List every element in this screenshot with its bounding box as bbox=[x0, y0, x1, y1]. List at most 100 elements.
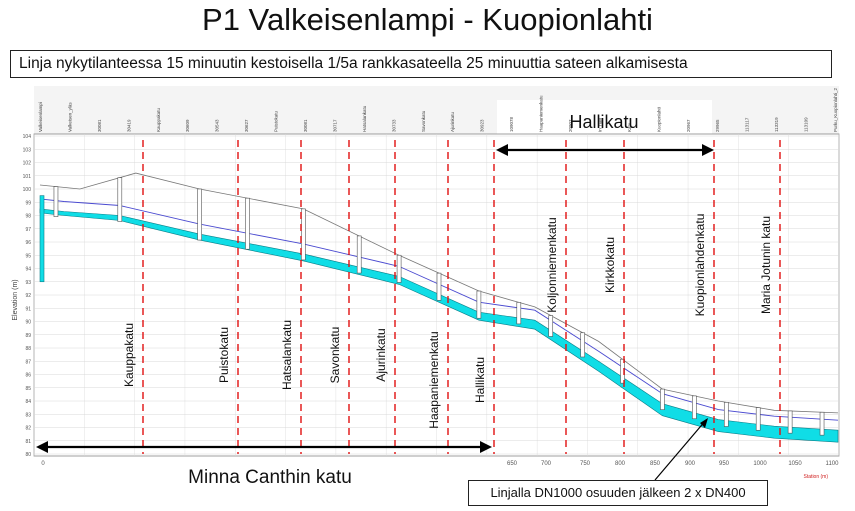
street-label: Hallikatu bbox=[473, 357, 487, 403]
x-tick-label: 850 bbox=[650, 461, 661, 467]
manhole bbox=[396, 254, 402, 283]
x-tick-label: 750 bbox=[580, 461, 591, 467]
node-label: 30081 bbox=[97, 119, 102, 132]
node-label: 20907 bbox=[568, 119, 573, 132]
start-column bbox=[39, 195, 45, 283]
x-tick-label: 700 bbox=[541, 461, 552, 467]
y-tick-label: 100 bbox=[23, 187, 32, 193]
node-label: Kauppakatu bbox=[156, 107, 161, 132]
street-label: Puistokatu bbox=[217, 327, 231, 383]
manhole bbox=[580, 332, 585, 358]
y-tick-label: 94 bbox=[25, 267, 31, 273]
y-axis-label: Elevation (m) bbox=[12, 279, 19, 320]
y-tick-label: 91 bbox=[25, 306, 31, 312]
y-tick-label: 103 bbox=[23, 147, 32, 153]
manhole bbox=[660, 388, 665, 410]
street-label: Koljonniemenkatu bbox=[545, 217, 559, 312]
street-label: Savonkatu bbox=[328, 327, 342, 384]
node-label: Puistokatu bbox=[274, 110, 279, 132]
node-label: 30733 bbox=[391, 119, 396, 132]
node-label: Valkeisen_yläs bbox=[67, 102, 72, 132]
manhole bbox=[356, 235, 362, 274]
manholes bbox=[39, 177, 825, 436]
y-tick-labels: 104 103 102 101 100 99 98 97 96 95 94 93 92 91 90 89 88 8… bbox=[23, 134, 32, 458]
manhole bbox=[245, 197, 250, 250]
y-tick-label: 88 bbox=[25, 346, 31, 352]
manhole bbox=[301, 208, 306, 261]
y-tick-label: 86 bbox=[25, 373, 31, 379]
y-tick-label: 93 bbox=[25, 280, 31, 286]
manhole bbox=[436, 272, 442, 301]
node-label: 30627 bbox=[244, 119, 249, 132]
y-tick-label: 104 bbox=[23, 134, 32, 140]
y-tick-label: 81 bbox=[25, 439, 31, 445]
label-band-gap bbox=[497, 100, 712, 134]
y-tick-label: 83 bbox=[25, 412, 31, 418]
y-tick-label: 92 bbox=[25, 293, 31, 299]
y-tick-label: 102 bbox=[23, 161, 32, 167]
manhole bbox=[787, 410, 793, 434]
note-pointer-arrow-icon bbox=[700, 418, 708, 428]
subtitle-box: Linja nykytilanteessa 15 minuutin kestoi… bbox=[10, 50, 832, 78]
manhole bbox=[819, 411, 825, 436]
manhole bbox=[723, 402, 729, 427]
street-label: Haapaniemenkatu bbox=[427, 331, 441, 428]
y-tick-label: 97 bbox=[25, 227, 31, 233]
x-tick-label: 1050 bbox=[788, 461, 802, 467]
manhole bbox=[516, 302, 522, 325]
y-tick-label: 85 bbox=[25, 386, 31, 392]
minna-arrow-left-icon bbox=[36, 441, 48, 453]
halli-arrow-right-icon bbox=[702, 144, 714, 156]
street-label: Ajurinkatu bbox=[374, 328, 388, 381]
manhole bbox=[755, 407, 761, 431]
node-label: Savonkatu bbox=[421, 110, 426, 132]
x-tick-label: 950 bbox=[719, 461, 730, 467]
note-pointer bbox=[654, 419, 707, 481]
street-label: Maria Jotunin katu bbox=[759, 216, 773, 314]
halli-arrow-left-icon bbox=[496, 144, 508, 156]
street-label: Hatsalankatu bbox=[280, 320, 294, 390]
x-tick-labels: 0 650 700 750 800 850 900 950 1000 1050 1100 bbox=[41, 461, 839, 467]
y-tick-label: 99 bbox=[25, 200, 31, 206]
y-tick-label: 90 bbox=[25, 320, 31, 326]
node-label: 30081 bbox=[303, 119, 308, 132]
minna-label-bg bbox=[180, 462, 360, 488]
node-label: In_halli bbox=[597, 118, 602, 132]
node-label: 113319 bbox=[774, 117, 779, 132]
node-label: 30717 bbox=[332, 119, 337, 132]
x-tick-label: 0 bbox=[41, 461, 45, 467]
manhole bbox=[476, 290, 482, 319]
halli-span-label: Hallikatu bbox=[569, 112, 638, 132]
manhole bbox=[692, 395, 697, 420]
node-label: 30419 bbox=[126, 119, 131, 132]
node-label: Valkeisenlampi bbox=[38, 102, 43, 132]
y-tick-label: 101 bbox=[23, 174, 32, 180]
street-label: Kirkkokatu bbox=[603, 237, 617, 293]
node-label: 113109 bbox=[804, 117, 809, 132]
node-label: 109078 bbox=[509, 116, 514, 132]
node-label: Hatsalankatu bbox=[362, 105, 367, 132]
y-tick-label: 98 bbox=[25, 214, 31, 220]
y-tick-label: 95 bbox=[25, 253, 31, 259]
node-label: 30543 bbox=[215, 119, 220, 132]
y-tick-label: 84 bbox=[25, 399, 31, 405]
minna-arrow-right-icon bbox=[480, 441, 492, 453]
node-label: Katu bbox=[627, 122, 632, 132]
street-label: Kuopionlahdenkatu bbox=[693, 214, 707, 317]
node-label: 20967 bbox=[686, 119, 691, 132]
node-label: Kuopionlahti bbox=[656, 107, 661, 132]
y-tick-label: 96 bbox=[25, 240, 31, 246]
y-tick-label: 80 bbox=[25, 452, 31, 458]
minna-span-label: Minna Canthin katu bbox=[188, 467, 352, 488]
x-tick-label: 1000 bbox=[753, 461, 767, 467]
node-label: Haapaniemenkatu bbox=[539, 95, 544, 132]
y-tick-label: 82 bbox=[25, 426, 31, 432]
x-tick-label: 650 bbox=[507, 461, 518, 467]
node-label: Ajurinkatu bbox=[450, 111, 455, 132]
page-title: P1 Valkeisenlampi - Kuopionlahti bbox=[202, 2, 653, 37]
pipe-water-fill bbox=[39, 208, 839, 443]
node-label: 30923 bbox=[480, 119, 485, 132]
x-tick-label: 900 bbox=[685, 461, 696, 467]
y-tick-label: 89 bbox=[25, 333, 31, 339]
